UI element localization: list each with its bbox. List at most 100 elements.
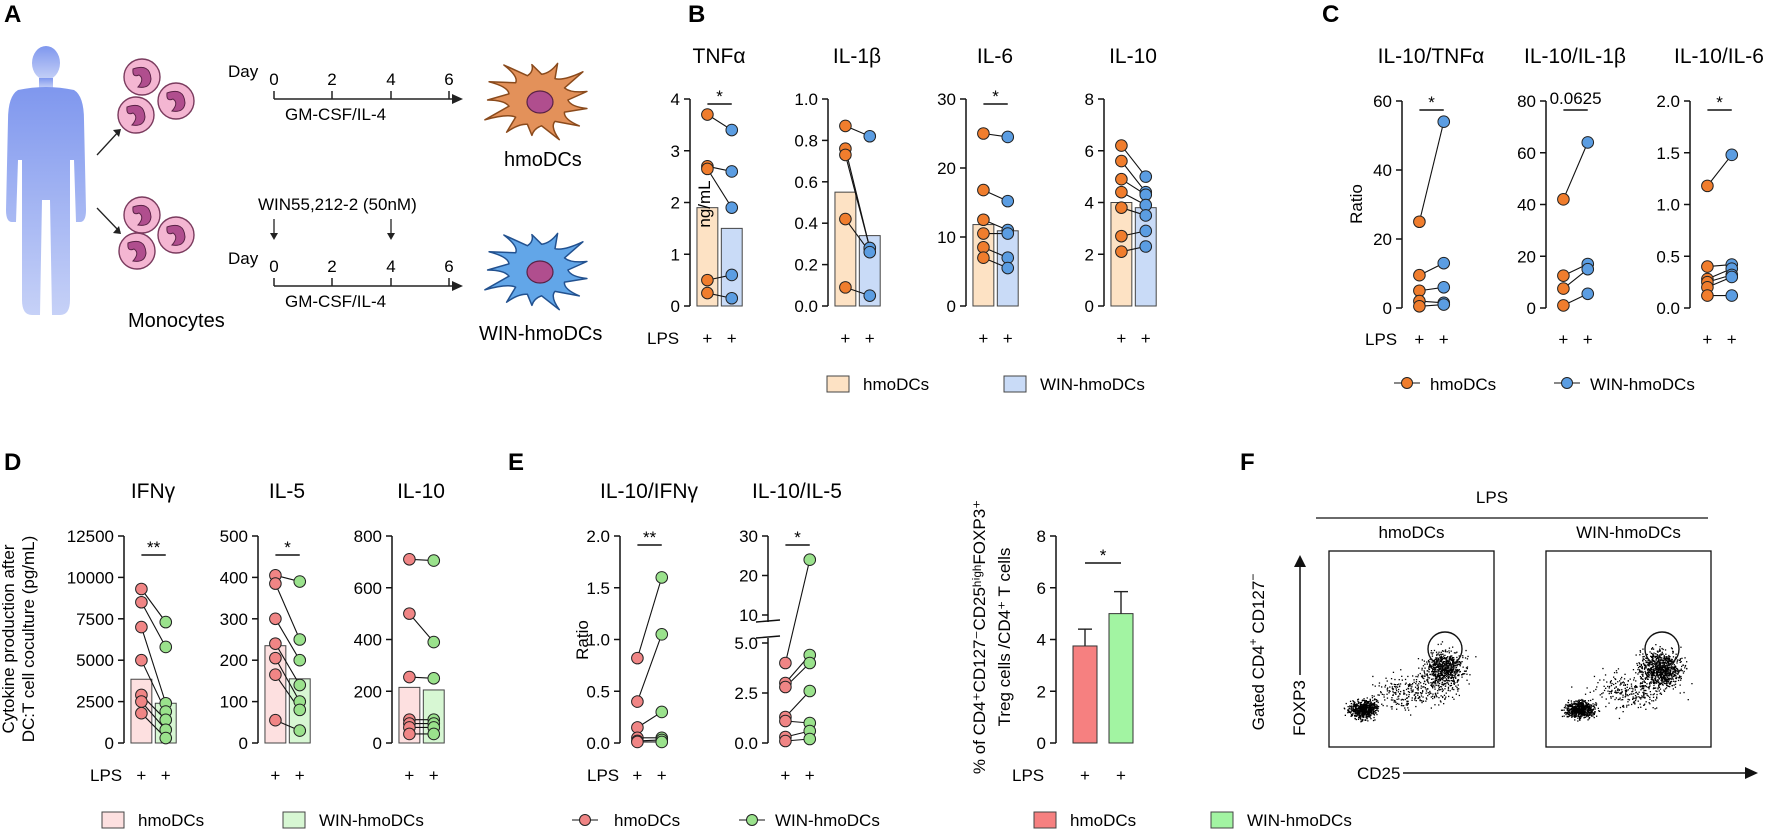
flow-event-dot [1677, 672, 1679, 674]
flow-event-dot [1671, 665, 1673, 668]
y-tick-label: 800 [354, 527, 382, 546]
flow-event-dot [1441, 674, 1444, 677]
flow-event-dot [1446, 651, 1448, 653]
flow-event-dot [1659, 663, 1661, 665]
flow-event-dot [1584, 710, 1586, 712]
flow-event-dot [1650, 693, 1652, 696]
y-tick-label: 5000 [76, 651, 114, 670]
flow-event-dot [1656, 696, 1658, 698]
flow-event-dot [1447, 689, 1449, 692]
subplot-title: IL-10 [1109, 45, 1157, 68]
flow-event-dot [1643, 692, 1645, 694]
flow-event-dot [1577, 705, 1579, 707]
flow-event-dot [1408, 691, 1411, 693]
flow-event-dot [1377, 701, 1379, 704]
flow-event-dot [1664, 688, 1667, 690]
flow-event-dot [1658, 682, 1660, 684]
flow-event-dot [1362, 699, 1364, 702]
flow-event-dot [1440, 669, 1443, 671]
lps-plus-label: + [1116, 766, 1126, 785]
flow-event-dot [1651, 664, 1653, 666]
flow-event-dot [1455, 676, 1457, 678]
flow-event-dot [1406, 700, 1408, 702]
flow-event-dot [1617, 681, 1619, 683]
flow-event-dot [1435, 666, 1437, 669]
flow-event-dot [1582, 712, 1584, 715]
flow-event-dot [1576, 712, 1578, 715]
flow-event-dot [1353, 702, 1356, 705]
flow-event-dot [1454, 667, 1456, 669]
flow-event-dot [1450, 682, 1452, 684]
panel-label-a: A [4, 1, 21, 28]
flow-event-dot [1422, 700, 1424, 702]
subplot-title: IL-10/IL-1β [1524, 45, 1626, 68]
flow-event-dot [1659, 669, 1661, 671]
flow-event-dot [1434, 688, 1436, 690]
y-tick-label: 500 [220, 527, 248, 546]
flow-event-dot [1653, 693, 1655, 695]
lps-plus-label: + [1080, 766, 1090, 785]
flow-event-dot [1361, 705, 1363, 707]
flow-event-dot [1656, 669, 1658, 671]
flow-event-dot [1659, 664, 1661, 666]
flow-event-dot [1436, 661, 1438, 664]
flow-event-dot [1458, 688, 1460, 690]
flow-event-dot [1648, 686, 1650, 689]
flow-event-dot [1647, 675, 1649, 678]
flow-event-dot [1352, 710, 1354, 712]
flow-event-dot [1568, 704, 1571, 706]
flow-event-dot [1404, 698, 1406, 701]
flow-event-dot [1666, 672, 1668, 674]
flow-event-dot [1675, 677, 1677, 679]
flow-event-dot [1583, 710, 1585, 712]
flow-event-dot [1406, 694, 1408, 696]
flow-event-dot [1449, 674, 1451, 676]
flow-event-dot [1355, 707, 1357, 709]
flow-event-dot [1368, 700, 1370, 703]
data-point-hmodc [1413, 268, 1426, 282]
flow-event-dot [1366, 701, 1369, 703]
flow-event-dot [1360, 719, 1362, 721]
flow-event-dot [1642, 658, 1644, 660]
flow-event-dot [1439, 670, 1441, 672]
flow-event-dot [1435, 694, 1437, 696]
flow-event-dot [1581, 700, 1584, 702]
flow-event-dot [1462, 666, 1464, 668]
flow-event-dot [1663, 690, 1666, 692]
flow-event-dot [1354, 711, 1356, 714]
flow-event-dot [1652, 658, 1654, 660]
flow-event-dot [1399, 693, 1401, 695]
flow-event-dot [1581, 700, 1583, 702]
flow-event-dot [1443, 668, 1446, 671]
flow-event-dot [1354, 715, 1356, 717]
flow-event-dot [1650, 671, 1653, 673]
flow-event-dot [1665, 683, 1667, 685]
flow-event-dot [1368, 713, 1370, 715]
flow-event-dot [1440, 672, 1442, 675]
data-point-hmodc [269, 577, 282, 590]
flow-event-dot [1452, 659, 1454, 661]
flow-event-dot [1429, 665, 1432, 667]
flow-event-dot [1384, 686, 1386, 688]
flow-event-dot [1395, 686, 1397, 688]
flow-event-dot [1446, 682, 1448, 684]
flow-event-dot [1459, 661, 1461, 663]
flow-event-dot [1389, 686, 1391, 688]
y-tick-label: 7500 [76, 610, 114, 629]
flow-event-dot [1662, 677, 1664, 679]
flow-event-dot [1585, 715, 1588, 717]
flow-event-dot [1674, 669, 1676, 671]
flow-event-dot [1458, 694, 1460, 697]
flow-event-dot [1639, 670, 1641, 672]
flow-event-dot [1607, 685, 1609, 688]
pair-line [140, 588, 167, 623]
flow-event-dot [1662, 648, 1664, 651]
flow-event-dot [1650, 681, 1652, 683]
flow-event-dot [1462, 673, 1464, 675]
flow-event-dot [1442, 669, 1444, 671]
flow-event-dot [1647, 668, 1649, 670]
flow-event-dot [1447, 676, 1449, 678]
y-tick-label: 0 [671, 297, 680, 316]
y-tick-label: 0.4 [794, 214, 818, 233]
